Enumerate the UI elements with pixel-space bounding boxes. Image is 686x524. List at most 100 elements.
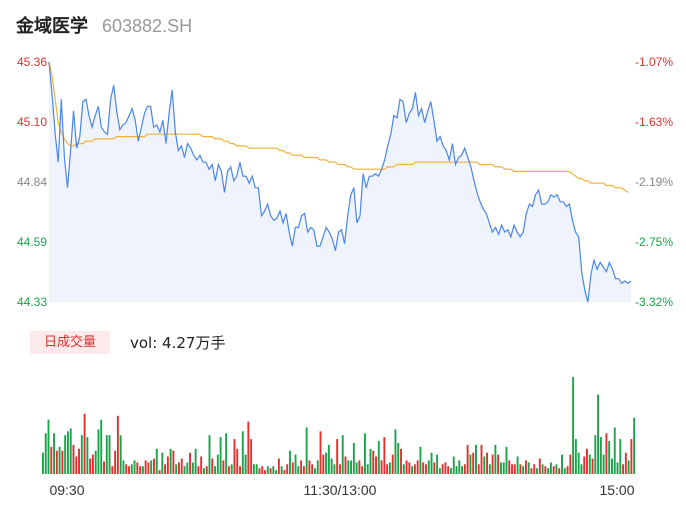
volume-bar — [530, 468, 533, 474]
volume-bar — [180, 458, 183, 474]
x-tick-label: 11:30/13:00 — [304, 482, 377, 498]
y-right-tick-label: -1.07% — [635, 55, 673, 69]
volume-bar — [266, 466, 269, 474]
volume-bar — [311, 464, 314, 474]
y-right-tick-label: -1.63% — [635, 115, 673, 129]
volume-bar — [186, 462, 189, 474]
volume-bar — [47, 419, 50, 474]
volume-bar — [572, 377, 575, 474]
y-left-tick-label: 44.59 — [17, 235, 47, 249]
volume-bar — [141, 466, 144, 474]
volume-bar — [361, 466, 364, 474]
average-price-line — [48, 61, 629, 193]
volume-bar — [472, 452, 475, 474]
y-right-tick-label: -3.32% — [635, 295, 673, 309]
volume-bar — [136, 462, 139, 474]
volume-bar — [197, 466, 200, 474]
volume-bar — [86, 437, 89, 474]
volume-bar — [372, 450, 375, 474]
volume-bar — [150, 460, 153, 474]
y-left-tick-label: 45.10 — [17, 115, 47, 129]
volume-bar — [225, 433, 228, 474]
volume-bar — [388, 462, 391, 474]
volume-bar — [516, 456, 519, 474]
volume-bar — [330, 458, 333, 474]
volume-bar — [394, 429, 397, 474]
volume-bar — [405, 460, 408, 474]
volume-bar — [336, 439, 339, 474]
volume-bar — [441, 464, 444, 474]
volume-bar — [189, 452, 192, 474]
volume-bar — [83, 413, 86, 474]
volume-bar — [58, 446, 61, 474]
volume-bar — [169, 448, 172, 474]
volume-bar — [144, 460, 147, 474]
volume-bar — [380, 460, 383, 474]
volume-bar — [425, 464, 427, 474]
volume-bar — [447, 466, 450, 474]
stock-code: 603882.SH — [102, 16, 193, 36]
volume-bar — [261, 466, 264, 474]
y-right-tick-label: -2.19% — [635, 175, 673, 189]
volume-bar — [511, 464, 513, 474]
y-left-tick-label: 44.84 — [17, 175, 47, 189]
volume-bar — [463, 464, 466, 474]
volume-bar — [208, 435, 211, 474]
volume-bar — [230, 464, 233, 474]
price-area-fill — [49, 62, 631, 302]
volume-bar — [247, 421, 250, 474]
volume-bar — [358, 460, 361, 474]
volume-bar — [272, 466, 275, 474]
volume-bar — [308, 460, 311, 474]
volume-bar — [402, 464, 405, 474]
volume-bar — [164, 464, 167, 474]
volume-bar — [283, 470, 286, 474]
volume-bar — [419, 446, 422, 474]
volume-bar — [116, 415, 119, 474]
volume-bar — [430, 452, 433, 474]
volume-bar — [252, 464, 255, 474]
volume-bar — [339, 464, 341, 474]
volume-bar — [244, 454, 247, 474]
volume-bar — [61, 450, 64, 474]
volume-bar — [153, 458, 155, 474]
volume-bar — [322, 454, 325, 474]
volume-bar — [602, 454, 605, 474]
volume-bar — [333, 464, 336, 474]
volume-bar — [158, 470, 161, 474]
volume-bar — [89, 458, 92, 474]
volume-bar — [488, 464, 491, 474]
volume-bar — [544, 466, 547, 474]
volume-bar — [413, 464, 416, 474]
volume-bar — [166, 456, 169, 474]
volume-bar — [344, 456, 347, 474]
volume-bar — [400, 448, 402, 474]
volume-bar — [227, 466, 230, 474]
volume-bar — [133, 460, 136, 474]
volume-bar — [444, 462, 447, 474]
volume-bar — [547, 468, 550, 474]
volume-summary: vol: 4.27万手 — [130, 334, 226, 352]
volume-bar — [194, 448, 197, 474]
volume-bar — [383, 437, 386, 474]
volume-bar — [294, 454, 297, 474]
volume-bar — [477, 464, 480, 474]
volume-bar — [377, 441, 380, 474]
volume-bar — [611, 458, 613, 474]
price-line — [48, 61, 632, 303]
volume-bar — [255, 464, 258, 474]
volume-bar — [613, 427, 616, 474]
volume-bar — [75, 456, 78, 474]
volume-bar — [327, 444, 330, 474]
volume-bar — [608, 441, 611, 474]
volume-bar — [350, 460, 352, 474]
volume-tab[interactable]: 日成交量 — [30, 331, 110, 354]
volume-bar — [616, 462, 619, 474]
volume-bar — [497, 454, 500, 474]
volume-bar — [161, 452, 164, 474]
volume-bar — [172, 450, 175, 474]
volume-bar — [619, 439, 622, 474]
volume-bar — [524, 460, 527, 474]
x-tick-label: 09:30 — [49, 482, 84, 498]
volume-bar — [233, 439, 236, 474]
